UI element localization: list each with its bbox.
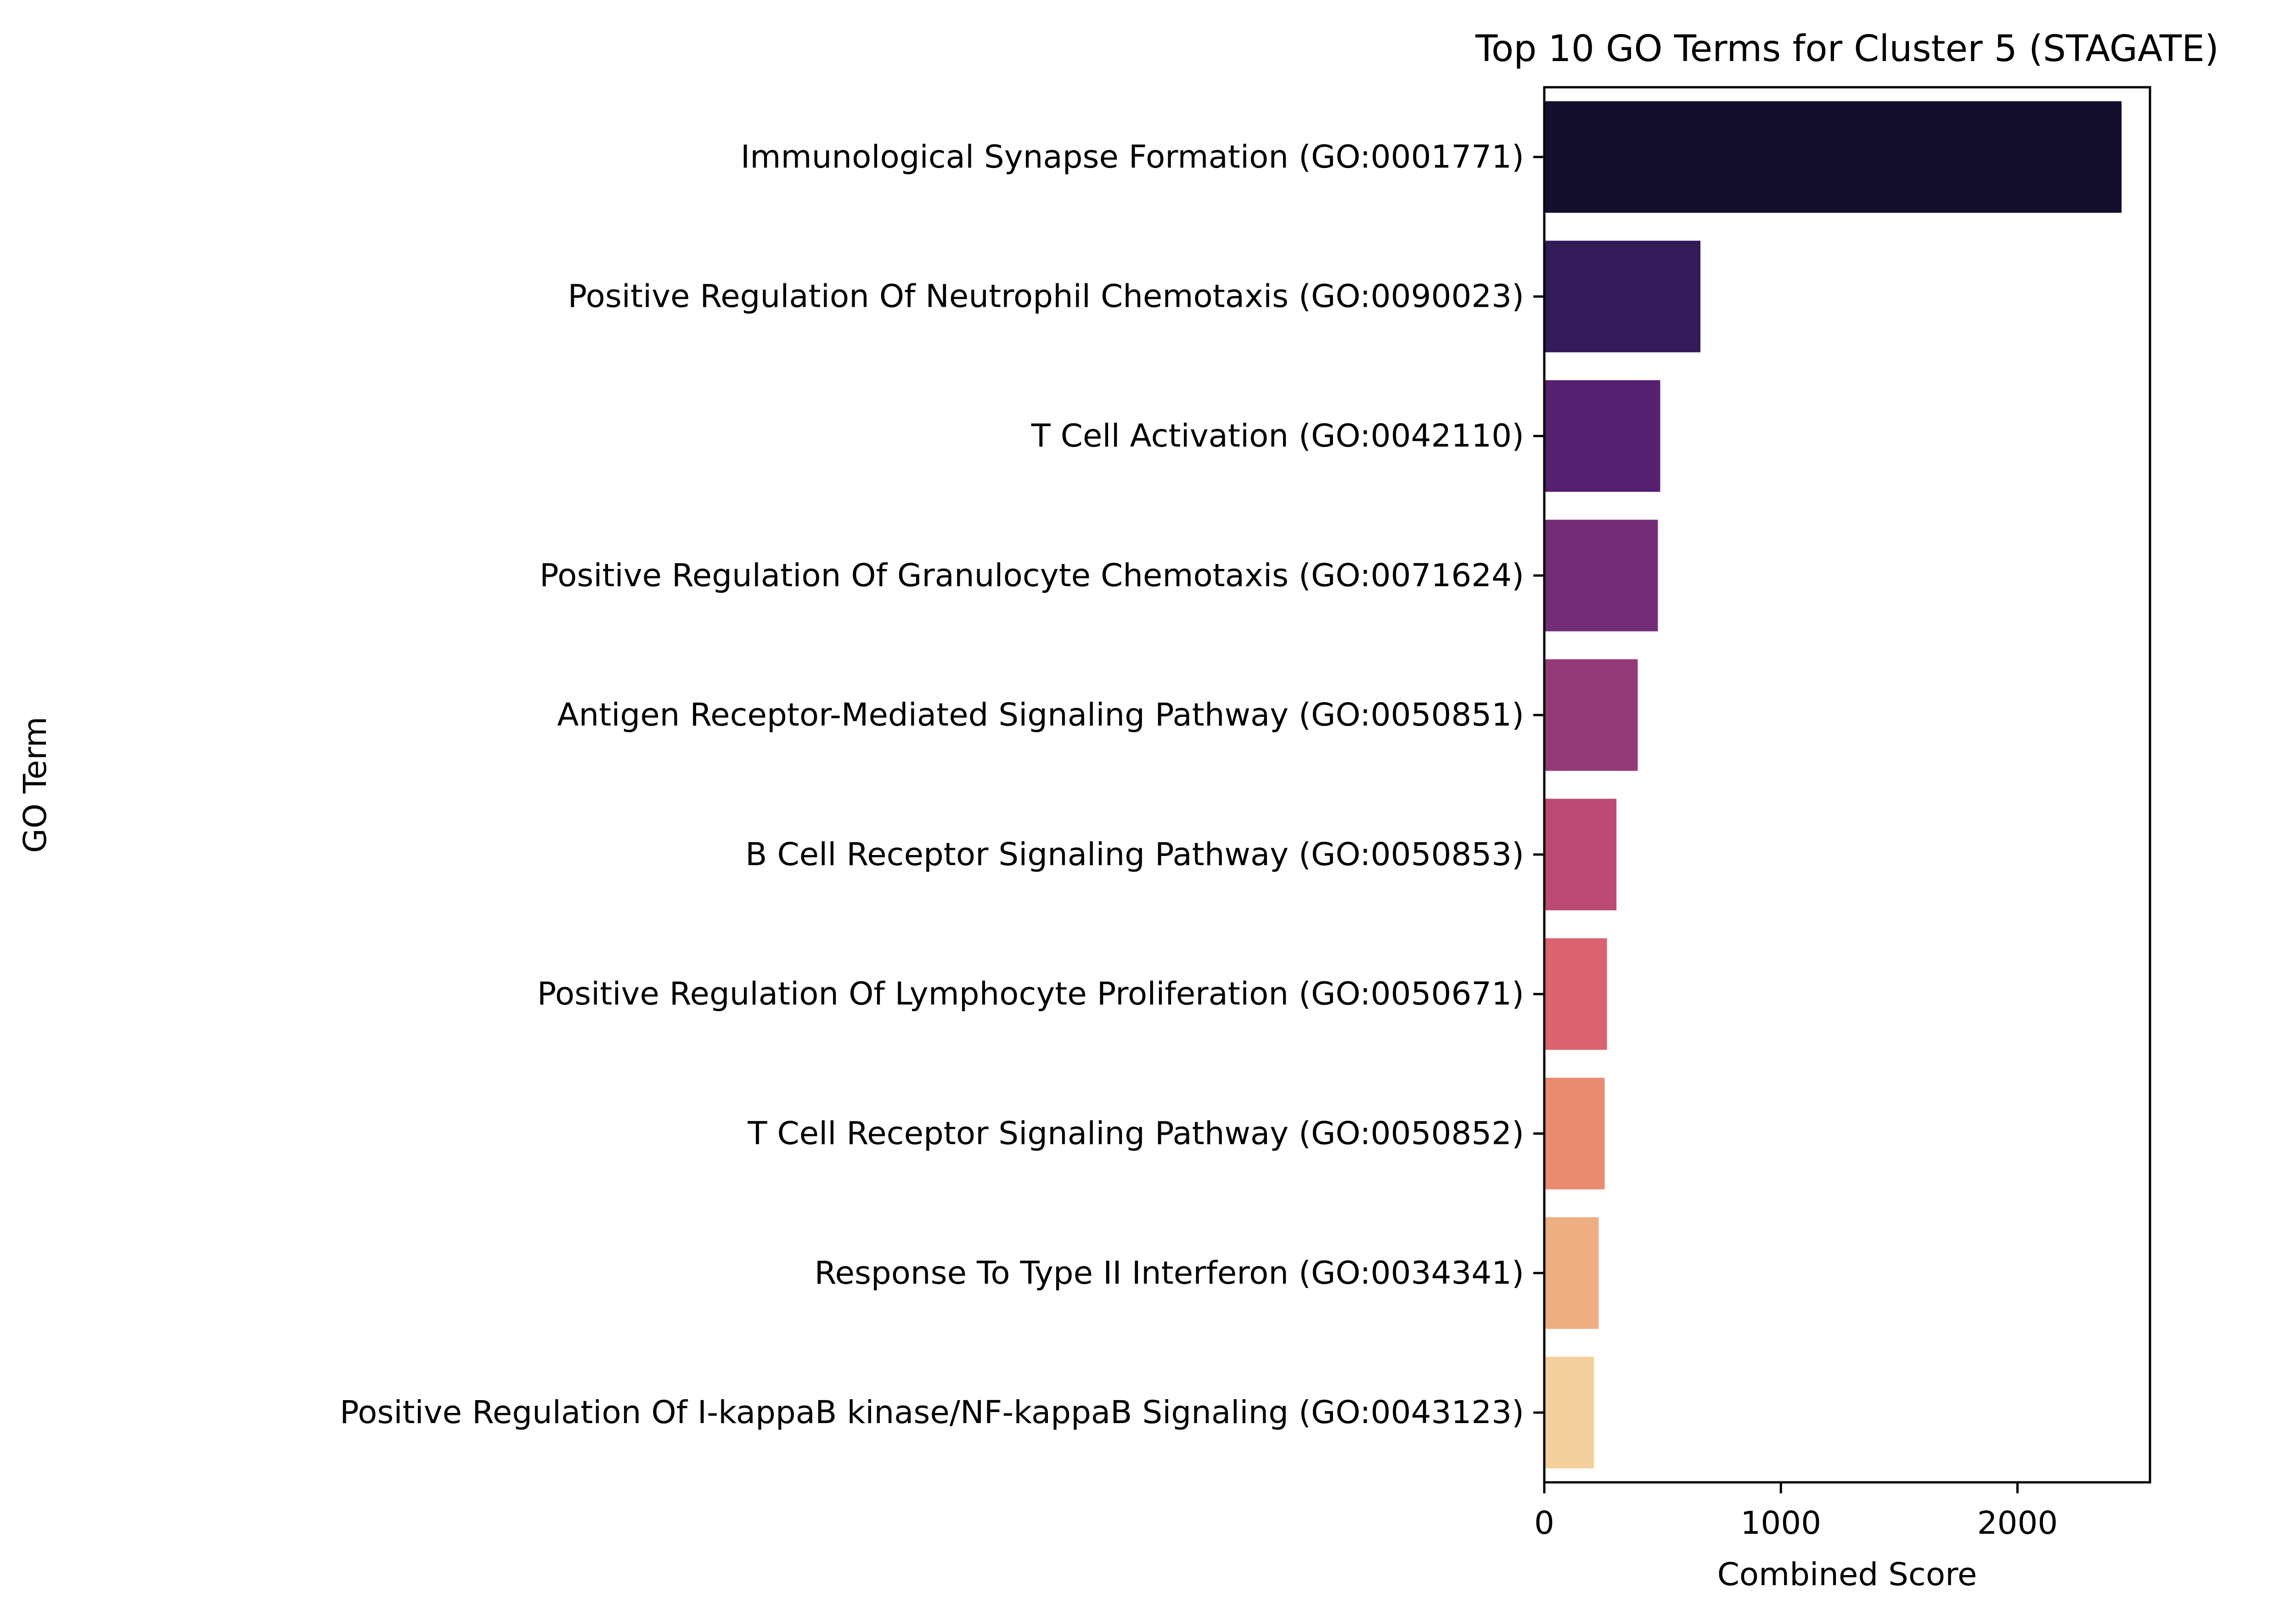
x-tick-group: 0 1000 2000 <box>1534 1482 2058 1542</box>
bar <box>1544 101 2122 213</box>
y-axis-label: GO Term <box>17 717 54 853</box>
y-tick-label: Positive Regulation Of Neutrophil Chemot… <box>568 278 1524 315</box>
chart-title: Top 10 GO Terms for Cluster 5 (STAGATE) <box>1475 28 2219 70</box>
bar <box>1544 799 1617 911</box>
y-tick-label: Response To Type II Interferon (GO:00343… <box>815 1255 1524 1291</box>
y-tick-label: T Cell Activation (GO:0042110) <box>1031 418 1524 455</box>
axes-frame <box>1543 86 2151 1484</box>
x-axis-label: Combined Score <box>1717 1556 1977 1593</box>
bar <box>1544 1217 1599 1329</box>
y-tick-label: Positive Regulation Of Granulocyte Chemo… <box>540 557 1524 594</box>
bar <box>1544 1356 1594 1469</box>
y-tick-label: Immunological Synapse Formation (GO:0001… <box>741 139 1524 175</box>
x-tick-label: 2000 <box>1977 1505 2058 1542</box>
bar <box>1544 1077 1605 1190</box>
y-tick-label: Positive Regulation Of Lymphocyte Prolif… <box>537 976 1524 1013</box>
y-tick-group: Immunological Synapse Formation (GO:0001… <box>340 139 1544 1431</box>
x-tick-label: 0 <box>1534 1505 1554 1542</box>
y-tick-label: T Cell Receptor Signaling Pathway (GO:00… <box>747 1115 1524 1152</box>
bar <box>1544 241 1701 353</box>
y-tick-label: B Cell Receptor Signaling Pathway (GO:00… <box>745 836 1524 873</box>
bars-group <box>1544 101 2122 1469</box>
bar <box>1544 519 1658 631</box>
bar <box>1544 659 1638 771</box>
bar <box>1544 380 1660 492</box>
x-tick-label: 1000 <box>1740 1505 1821 1542</box>
bar <box>1544 938 1607 1050</box>
y-tick-label: Positive Regulation Of I-kappaB kinase/N… <box>340 1394 1524 1431</box>
y-tick-label: Antigen Receptor-Mediated Signaling Path… <box>557 697 1524 733</box>
